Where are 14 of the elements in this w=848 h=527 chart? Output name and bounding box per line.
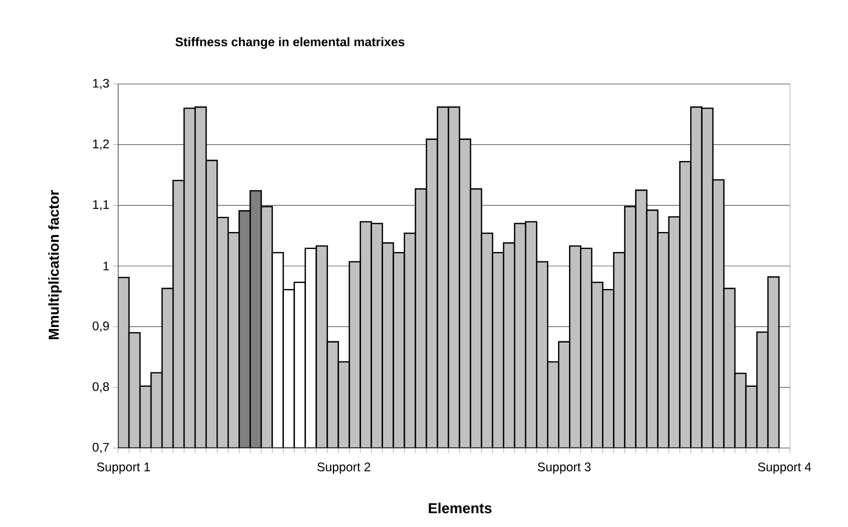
y-tick-label: 1,3 bbox=[93, 78, 109, 90]
x-tick-label: Support 1 bbox=[97, 462, 150, 474]
y-tick-label: 0,8 bbox=[92, 382, 109, 392]
x-tick-label: Support 4 bbox=[758, 462, 812, 474]
y-tick-label: 0,7 bbox=[92, 442, 109, 454]
chart-title: Stiffness change in elemental matrixes bbox=[175, 37, 404, 49]
y-tick-label: 1,1 bbox=[93, 200, 109, 210]
x-tick-label: Support 3 bbox=[538, 462, 591, 474]
x-axis-title: Elements bbox=[428, 502, 492, 514]
y-axis-title: Mmultiplication factor bbox=[48, 190, 62, 340]
y-tick-label: 0,9 bbox=[92, 322, 109, 332]
y-tick-label: 1 bbox=[104, 262, 109, 270]
x-tick-label: Support 2 bbox=[317, 462, 370, 474]
y-tick-label: 1,2 bbox=[93, 140, 109, 150]
